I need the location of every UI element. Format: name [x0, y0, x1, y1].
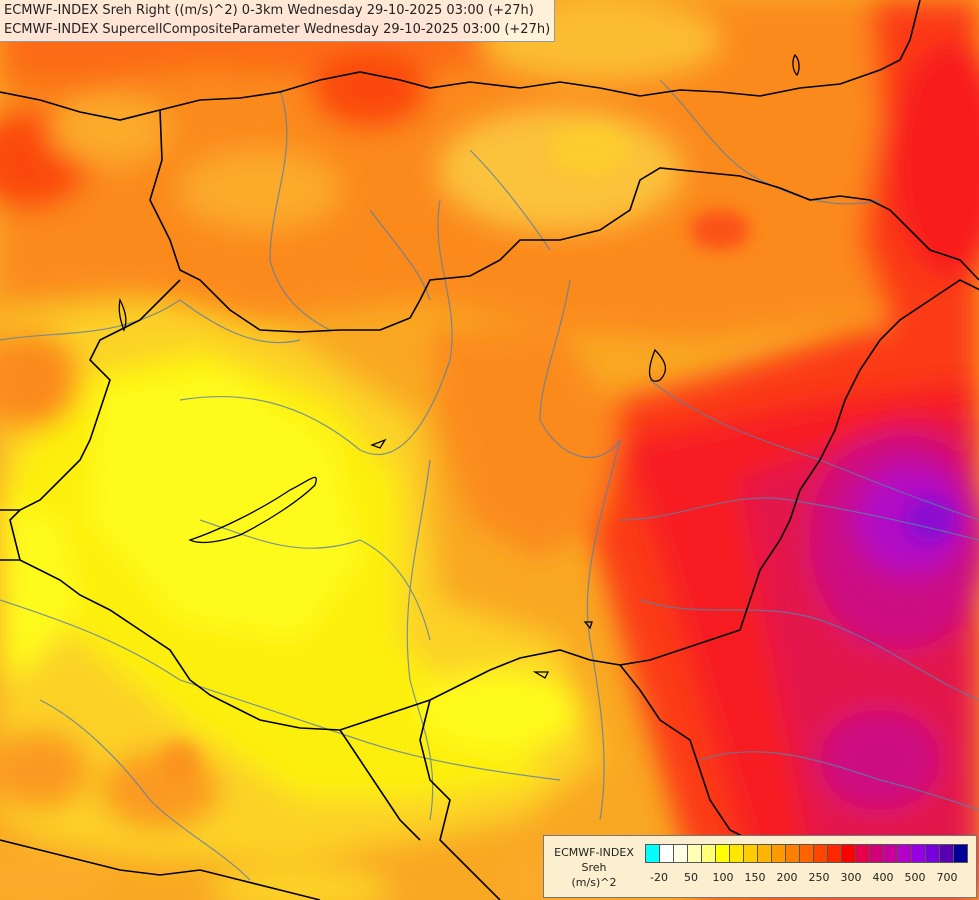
legend-swatch [897, 844, 912, 863]
legend-label-model: ECMWF-INDEX [554, 846, 634, 859]
legend-swatch [953, 844, 968, 863]
legend-label: ECMWF-INDEX Sreh (m/s)^2 [548, 845, 640, 890]
legend-tick-label: 50 [684, 871, 698, 884]
map-title-line-2: ECMWF-INDEX SupercellCompositeParameter … [4, 22, 551, 37]
legend-tick-label: 150 [744, 871, 766, 884]
legend-swatch [883, 844, 898, 863]
map-title-line-1: ECMWF-INDEX Sreh Right ((m/s)^2) 0-3km W… [4, 3, 534, 18]
legend-swatch [771, 844, 786, 863]
legend-swatch [701, 844, 716, 863]
legend-swatch [813, 844, 828, 863]
legend-swatch [869, 844, 884, 863]
legend-tick-label: 100 [712, 871, 734, 884]
legend-swatch [799, 844, 814, 863]
legend-tick-label: 700 [936, 871, 958, 884]
legend-swatch [743, 844, 758, 863]
legend-swatch [659, 844, 674, 863]
legend-color-swatches [645, 844, 968, 863]
legend-swatch [841, 844, 856, 863]
legend-tick-label: 200 [776, 871, 798, 884]
legend-label-parameter: Sreh [581, 861, 607, 874]
legend-swatch [911, 844, 926, 863]
legend-swatch [645, 844, 660, 863]
legend-swatch [925, 844, 940, 863]
legend-tick-label: 300 [840, 871, 862, 884]
legend-swatch [715, 844, 730, 863]
legend-swatch [827, 844, 842, 863]
legend-swatch [939, 844, 954, 863]
lakes [118, 53, 800, 679]
legend-tick-label: 500 [904, 871, 926, 884]
rivers [0, 79, 979, 881]
legend-swatch [687, 844, 702, 863]
legend-swatch [757, 844, 772, 863]
legend-label-unit: (m/s)^2 [571, 876, 617, 889]
legend-swatch [729, 844, 744, 863]
legend-swatch [673, 844, 688, 863]
legend-swatch [855, 844, 870, 863]
legend-swatch [785, 844, 800, 863]
legend-tick-labels: -20 50 100 150 200 250 300 400 500 700 [645, 871, 975, 887]
legend-tick-label: 400 [872, 871, 894, 884]
map-title-box: ECMWF-INDEX Sreh Right ((m/s)^2) 0-3km W… [0, 0, 556, 42]
color-legend: ECMWF-INDEX Sreh (m/s)^2 -20 50 100 150 200 2… [543, 835, 977, 898]
legend-tick-label: -20 [650, 871, 668, 884]
legend-tick-label: 250 [808, 871, 830, 884]
